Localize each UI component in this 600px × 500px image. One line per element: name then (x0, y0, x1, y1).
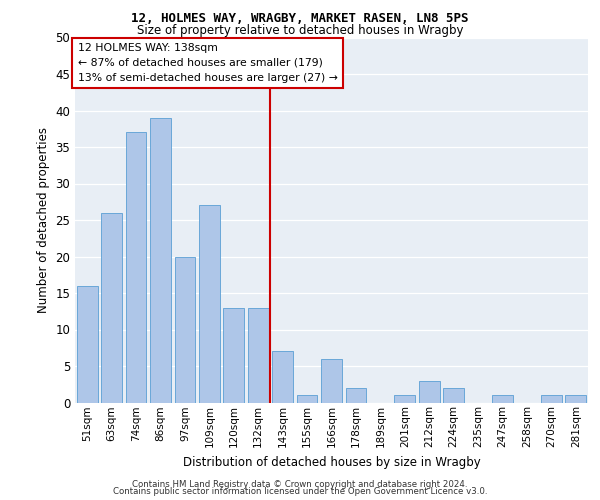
Bar (394, 395, 415, 402)
Text: Size of property relative to detached houses in Wragby: Size of property relative to detached ho… (137, 24, 463, 37)
Bar (541, 395, 562, 402)
Bar (199, 206, 220, 402)
Bar (125, 132, 146, 402)
Bar (272, 352, 293, 403)
Bar (346, 388, 367, 402)
Text: 12, HOLMES WAY, WRAGBY, MARKET RASEN, LN8 5PS: 12, HOLMES WAY, WRAGBY, MARKET RASEN, LN… (131, 12, 469, 26)
Bar (419, 380, 440, 402)
Bar (175, 256, 196, 402)
Bar (101, 212, 122, 402)
Y-axis label: Number of detached properties: Number of detached properties (37, 127, 50, 313)
Bar (150, 118, 171, 403)
Text: Contains public sector information licensed under the Open Government Licence v3: Contains public sector information licen… (113, 488, 487, 496)
Text: 12 HOLMES WAY: 138sqm
← 87% of detached houses are smaller (179)
13% of semi-det: 12 HOLMES WAY: 138sqm ← 87% of detached … (77, 43, 337, 82)
Bar (296, 395, 317, 402)
Bar (492, 395, 513, 402)
Bar (77, 286, 98, 403)
Text: Contains HM Land Registry data © Crown copyright and database right 2024.: Contains HM Land Registry data © Crown c… (132, 480, 468, 489)
Bar (565, 395, 586, 402)
Bar (248, 308, 269, 402)
Bar (443, 388, 464, 402)
Bar (223, 308, 244, 402)
X-axis label: Distribution of detached houses by size in Wragby: Distribution of detached houses by size … (182, 456, 481, 468)
Bar (321, 358, 342, 403)
